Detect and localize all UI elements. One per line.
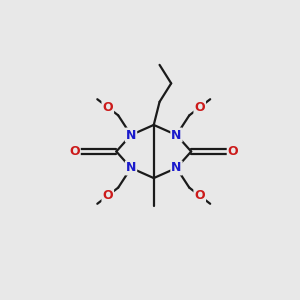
Text: N: N bbox=[126, 128, 136, 142]
Text: O: O bbox=[228, 145, 238, 158]
Text: N: N bbox=[171, 128, 182, 142]
Text: N: N bbox=[171, 161, 182, 175]
Text: O: O bbox=[103, 101, 113, 114]
Text: O: O bbox=[103, 189, 113, 202]
Text: N: N bbox=[126, 161, 136, 175]
Text: O: O bbox=[69, 145, 80, 158]
Text: O: O bbox=[194, 101, 205, 114]
Text: O: O bbox=[194, 189, 205, 202]
